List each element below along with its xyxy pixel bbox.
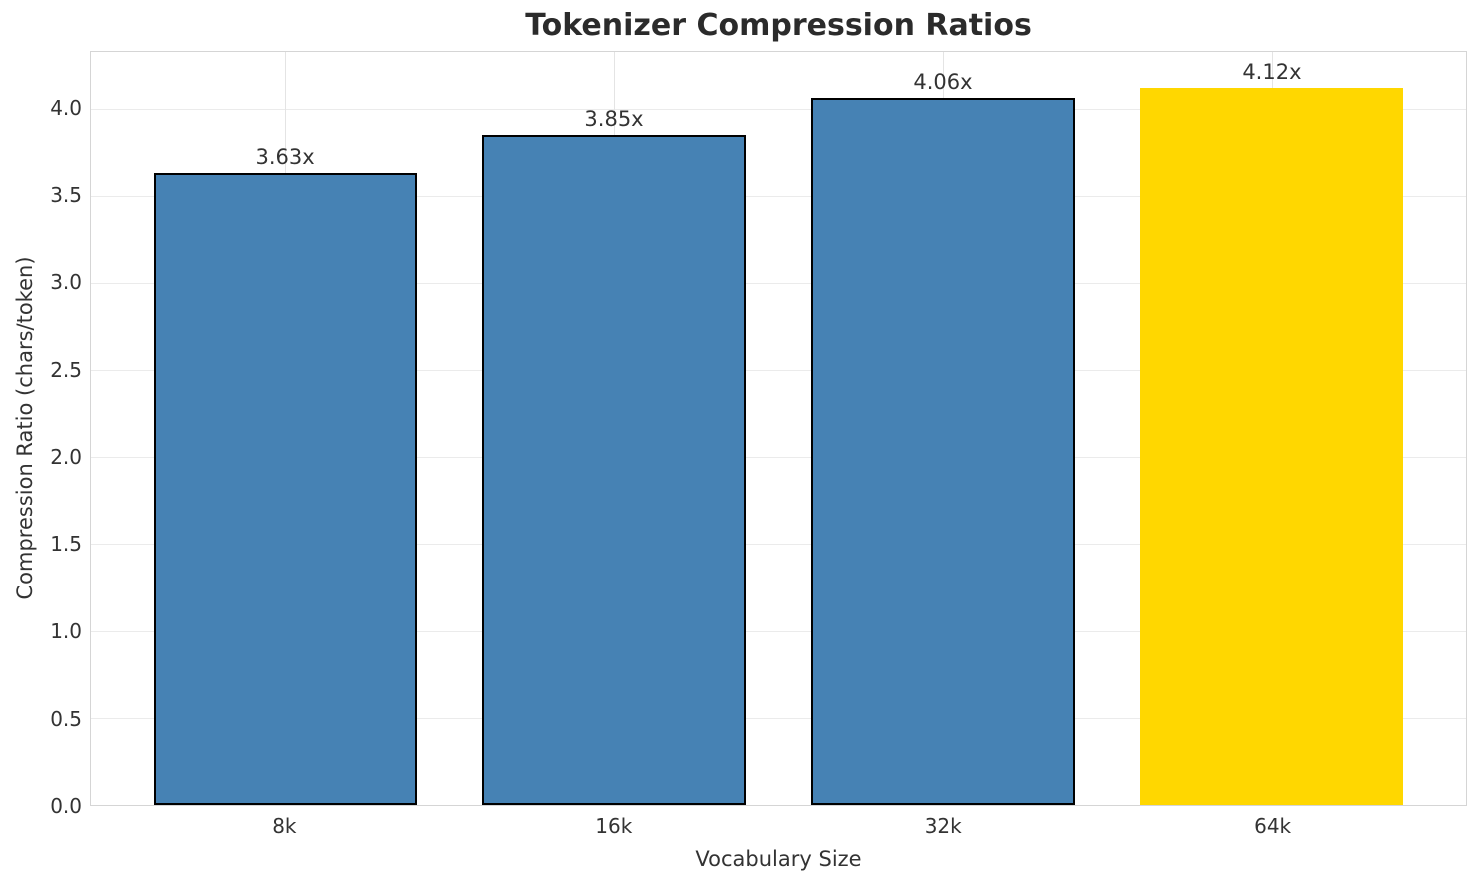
x-axis-label: Vocabulary Size	[695, 847, 862, 871]
x-tick-label-32k: 32k	[924, 814, 962, 838]
bar-64k	[1140, 87, 1404, 805]
y-tick-label: 3.0	[50, 270, 82, 295]
bar-32k	[811, 98, 1075, 805]
plot-area: 3.63x 3.85x 4.06x 4.12x	[90, 51, 1467, 806]
bar-16k	[482, 134, 746, 805]
y-axis-label: Compression Ratio (chars/token)	[13, 256, 37, 600]
y-tick-label: 0.0	[50, 794, 82, 818]
chart-title: Tokenizer Compression Ratios	[525, 8, 1032, 43]
h-gridline	[91, 717, 1466, 719]
bar-value-label: 4.06x	[913, 70, 973, 95]
bar-value-label: 3.63x	[255, 145, 315, 170]
h-gridline	[91, 543, 1466, 545]
y-tick-label: 3.5	[50, 183, 82, 208]
x-tick-label-16k: 16k	[595, 814, 633, 838]
bar-value-label: 4.12x	[1242, 59, 1302, 84]
y-tick-label: 2.5	[50, 357, 82, 382]
y-tick-label: 1.0	[50, 619, 82, 644]
h-gridline	[91, 195, 1466, 197]
x-tick-label-8k: 8k	[272, 814, 297, 838]
y-tick-label: 2.0	[50, 444, 82, 469]
bar-8k	[153, 173, 417, 805]
bar-value-label: 3.85x	[584, 106, 644, 131]
y-tick-label: 1.5	[50, 532, 82, 557]
h-gridline	[91, 108, 1466, 110]
y-tick-label: 4.0	[50, 95, 82, 120]
h-gridline	[91, 369, 1466, 371]
h-gridline	[91, 456, 1466, 458]
y-tick-label: 0.5	[50, 706, 82, 731]
h-gridline	[91, 630, 1466, 632]
h-gridline	[91, 282, 1466, 284]
x-tick-label-64k: 64k	[1254, 814, 1292, 838]
